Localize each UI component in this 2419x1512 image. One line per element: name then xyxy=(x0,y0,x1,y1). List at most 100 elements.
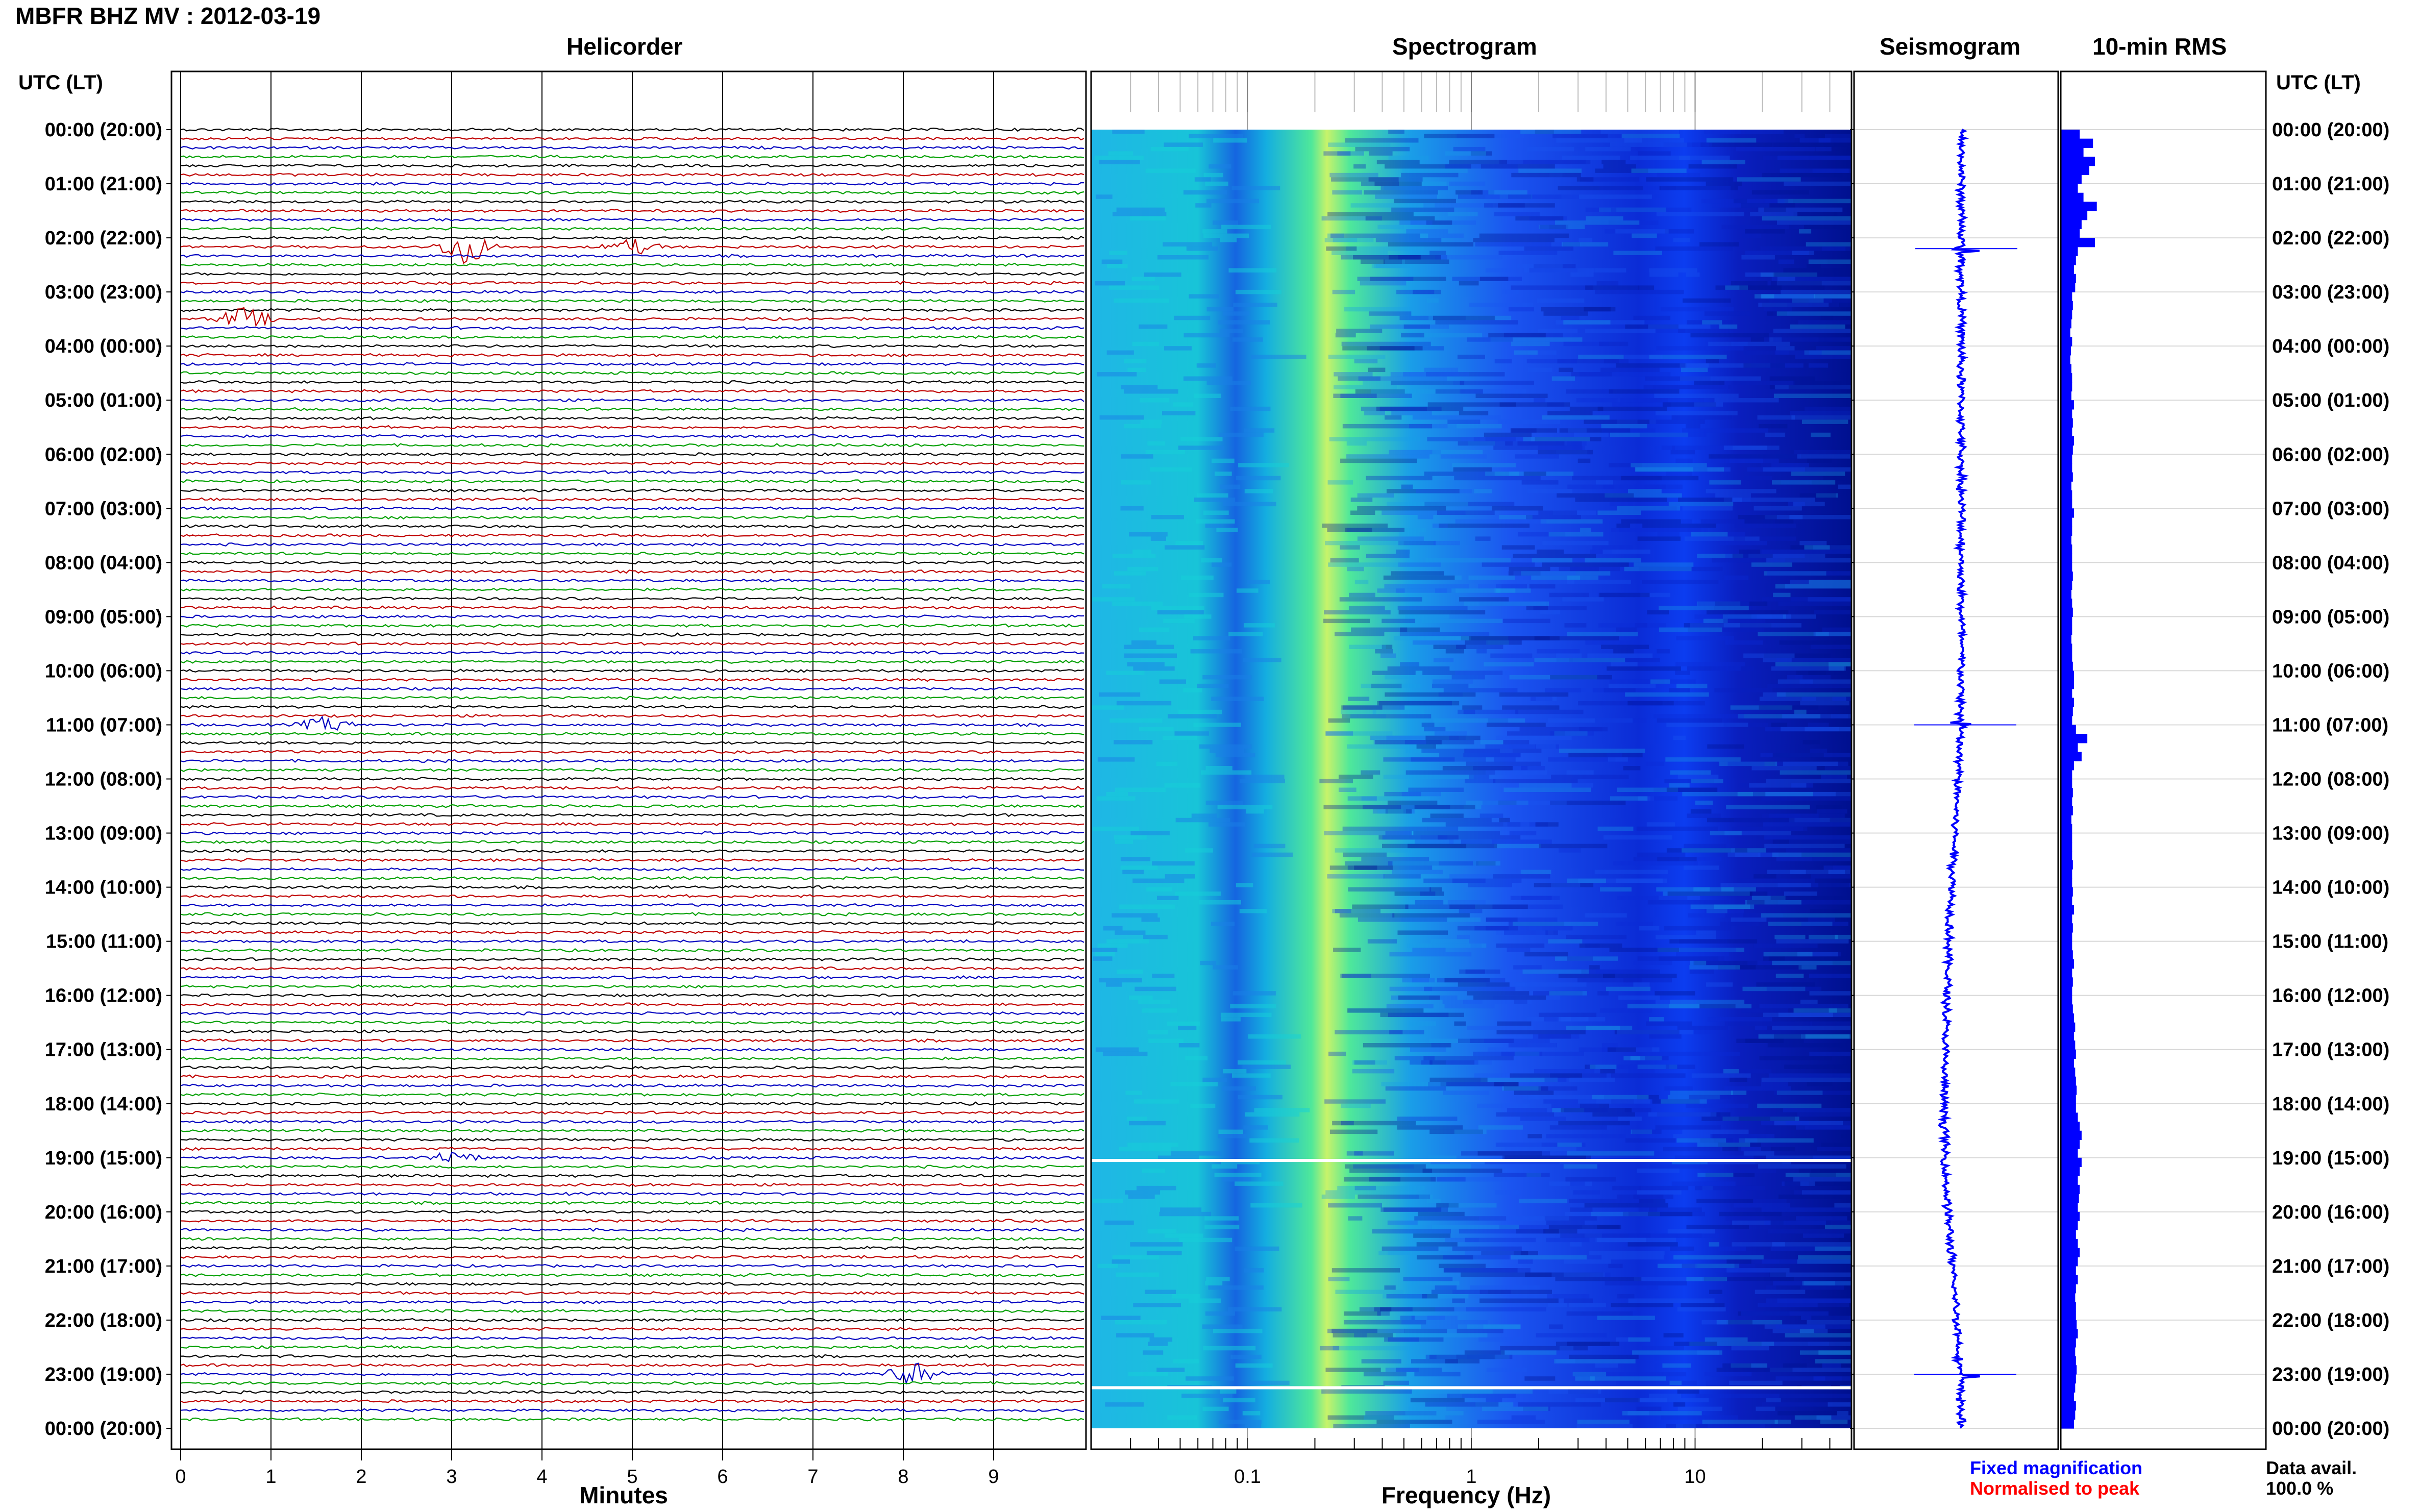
spectrogram-noise-cell xyxy=(1490,337,1583,342)
helicorder-trace-line xyxy=(180,1263,1084,1269)
spectrogram-noise-cell xyxy=(1763,822,1852,827)
spectrogram-noise-cell xyxy=(1413,1354,1468,1359)
time-tick-label-right: 08:00 (04:00) xyxy=(2272,552,2389,574)
spectrogram-noise-cell xyxy=(1350,498,1373,502)
spectrogram-noise-cell xyxy=(1607,1047,1636,1052)
spectrogram-noise-cell xyxy=(1770,1246,1852,1251)
spectrogram-noise-cell xyxy=(1402,978,1429,983)
rms-bar xyxy=(2061,246,2078,257)
spectrogram-noise-cell xyxy=(1459,1229,1545,1234)
spectrogram-noise-cell xyxy=(1559,749,1645,753)
spectrogram-noise-cell xyxy=(1821,775,1847,779)
spectrogram-noise-cell xyxy=(1533,991,1583,996)
spectrogram-noise-cell xyxy=(1480,164,1555,169)
rms-bar xyxy=(2061,589,2071,599)
spectrogram-noise-cell xyxy=(1328,142,1391,147)
spectrogram-noise-cell xyxy=(1444,1004,1495,1009)
spectrogram-noise-cell xyxy=(1637,398,1668,403)
spectrogram-lowfreq-cell xyxy=(1109,251,1128,255)
spectrogram-lowfreq-cell xyxy=(1160,1207,1202,1212)
spectrogram-lowfreq-cell xyxy=(1101,1316,1141,1320)
spectrogram-noise-cell xyxy=(1439,753,1520,758)
spectrogram-noise-cell xyxy=(1461,839,1552,844)
helicorder-trace-line xyxy=(180,1390,1084,1395)
spectrogram-noise-cell xyxy=(1558,974,1615,978)
spectrogram-noise-cell xyxy=(1632,233,1657,238)
helicorder-trace-line xyxy=(180,1083,1084,1088)
spectrogram-noise-cell xyxy=(1486,1368,1527,1372)
spectrogram-noise-cell xyxy=(1576,1424,1633,1428)
spectrogram-noise-cell xyxy=(1831,714,1848,718)
spectrogram-noise-cell xyxy=(1447,900,1486,905)
spectrogram-lowfreq-cell xyxy=(1181,1394,1232,1398)
spectrogram-noise-cell xyxy=(1661,1099,1707,1104)
spectrogram-noise-cell xyxy=(1789,515,1803,519)
spectrogram-lowfreq-cell xyxy=(1157,610,1204,615)
spectrogram-noise-cell xyxy=(1381,510,1466,515)
spectrogram-noise-cell xyxy=(1776,857,1852,861)
spectrogram-noise-cell xyxy=(1758,1164,1846,1169)
helicorder-trace-line xyxy=(180,271,1084,276)
spectrogram-noise-cell xyxy=(1815,146,1832,152)
spectrogram-noise-cell xyxy=(1801,419,1848,424)
spectrogram-noise-cell xyxy=(1610,796,1648,801)
spectrogram-lowfreq-cell xyxy=(1157,896,1179,900)
spectrogram-noise-cell xyxy=(1734,524,1796,528)
spectrogram-noise-cell xyxy=(1614,1030,1680,1034)
spectrogram-noise-cell xyxy=(1680,363,1771,368)
spectrogram-noise-cell xyxy=(1778,259,1794,264)
spectrogram-noise-cell xyxy=(1759,697,1846,701)
spectrogram-noise-cell xyxy=(1663,1147,1722,1152)
spectrogram-noise-cell xyxy=(1647,610,1669,615)
spectrogram-noise-cell xyxy=(1811,432,1831,437)
spectrogram-noise-cell xyxy=(1677,1026,1728,1030)
spectrogram-noise-cell xyxy=(1574,432,1609,437)
spectrogram-noise-cell xyxy=(1684,623,1772,628)
spectrogram-noise-cell xyxy=(1438,835,1521,840)
spectrogram-noise-cell xyxy=(1603,835,1672,840)
spectrogram-noise-cell xyxy=(1599,341,1628,346)
spectrogram-noise-cell xyxy=(1609,948,1680,952)
spectrogram-noise-cell xyxy=(1567,956,1593,961)
spectrogram-noise-cell xyxy=(1769,385,1852,389)
rms-bar xyxy=(2061,1157,2082,1168)
spectrogram-noise-cell xyxy=(1567,484,1614,489)
spectrogram-noise-cell xyxy=(1453,146,1486,152)
spectrogram-lowfreq-cell xyxy=(1139,324,1168,329)
spectrogram-noise-cell xyxy=(1385,1086,1446,1091)
spectrogram-noise-cell xyxy=(1427,437,1516,441)
spectrogram-noise-cell xyxy=(1511,1255,1587,1260)
spectrogram-noise-cell xyxy=(1776,1090,1823,1095)
spectrogram-lowfreq-cell xyxy=(1099,978,1142,983)
spectrogram-noise-cell xyxy=(1455,190,1483,195)
helicorder-trace-line xyxy=(180,1047,1084,1052)
spectrogram-noise-cell xyxy=(1569,1077,1615,1082)
spectrogram-lowfreq-cell xyxy=(1238,1060,1287,1065)
spectrogram-noise-cell xyxy=(1697,554,1743,558)
spectrogram-noise-cell xyxy=(1434,540,1460,546)
rms-bar xyxy=(2061,1248,2080,1257)
helicorder-trace-line xyxy=(180,154,1084,159)
helicorder-trace-line xyxy=(180,930,1084,935)
spectrogram-noise-cell xyxy=(1765,199,1789,204)
spectrogram-noise-cell xyxy=(1609,463,1642,467)
spectrogram-noise-cell xyxy=(1549,991,1587,996)
spectrogram-lowfreq-cell xyxy=(1129,532,1168,537)
spectrogram-noise-cell xyxy=(1761,1342,1852,1346)
spectrogram-lowfreq-cell xyxy=(1205,1281,1223,1286)
spectrogram-noise-cell xyxy=(1504,930,1548,935)
spectrogram-noise-cell xyxy=(1737,878,1815,883)
spectrogram-noise-cell xyxy=(1556,450,1588,455)
spectrogram-noise-cell xyxy=(1364,190,1438,195)
spectrogram-noise-cell xyxy=(1597,991,1609,996)
time-tick-label-left: 15:00 (11:00) xyxy=(46,931,162,953)
rms-bar xyxy=(2061,1203,2078,1212)
spectrogram-noise-cell xyxy=(1801,697,1816,701)
spectrogram-noise-cell xyxy=(1521,480,1559,485)
spectrogram-lowfreq-cell xyxy=(1180,437,1223,441)
helicorder-trace-line xyxy=(180,912,1084,916)
helicorder-trace-line xyxy=(180,1192,1084,1196)
spectrogram-noise-cell xyxy=(1432,524,1448,528)
spectrogram-noise-cell xyxy=(1344,1311,1381,1316)
spectrogram-lowfreq-cell xyxy=(1190,649,1243,654)
